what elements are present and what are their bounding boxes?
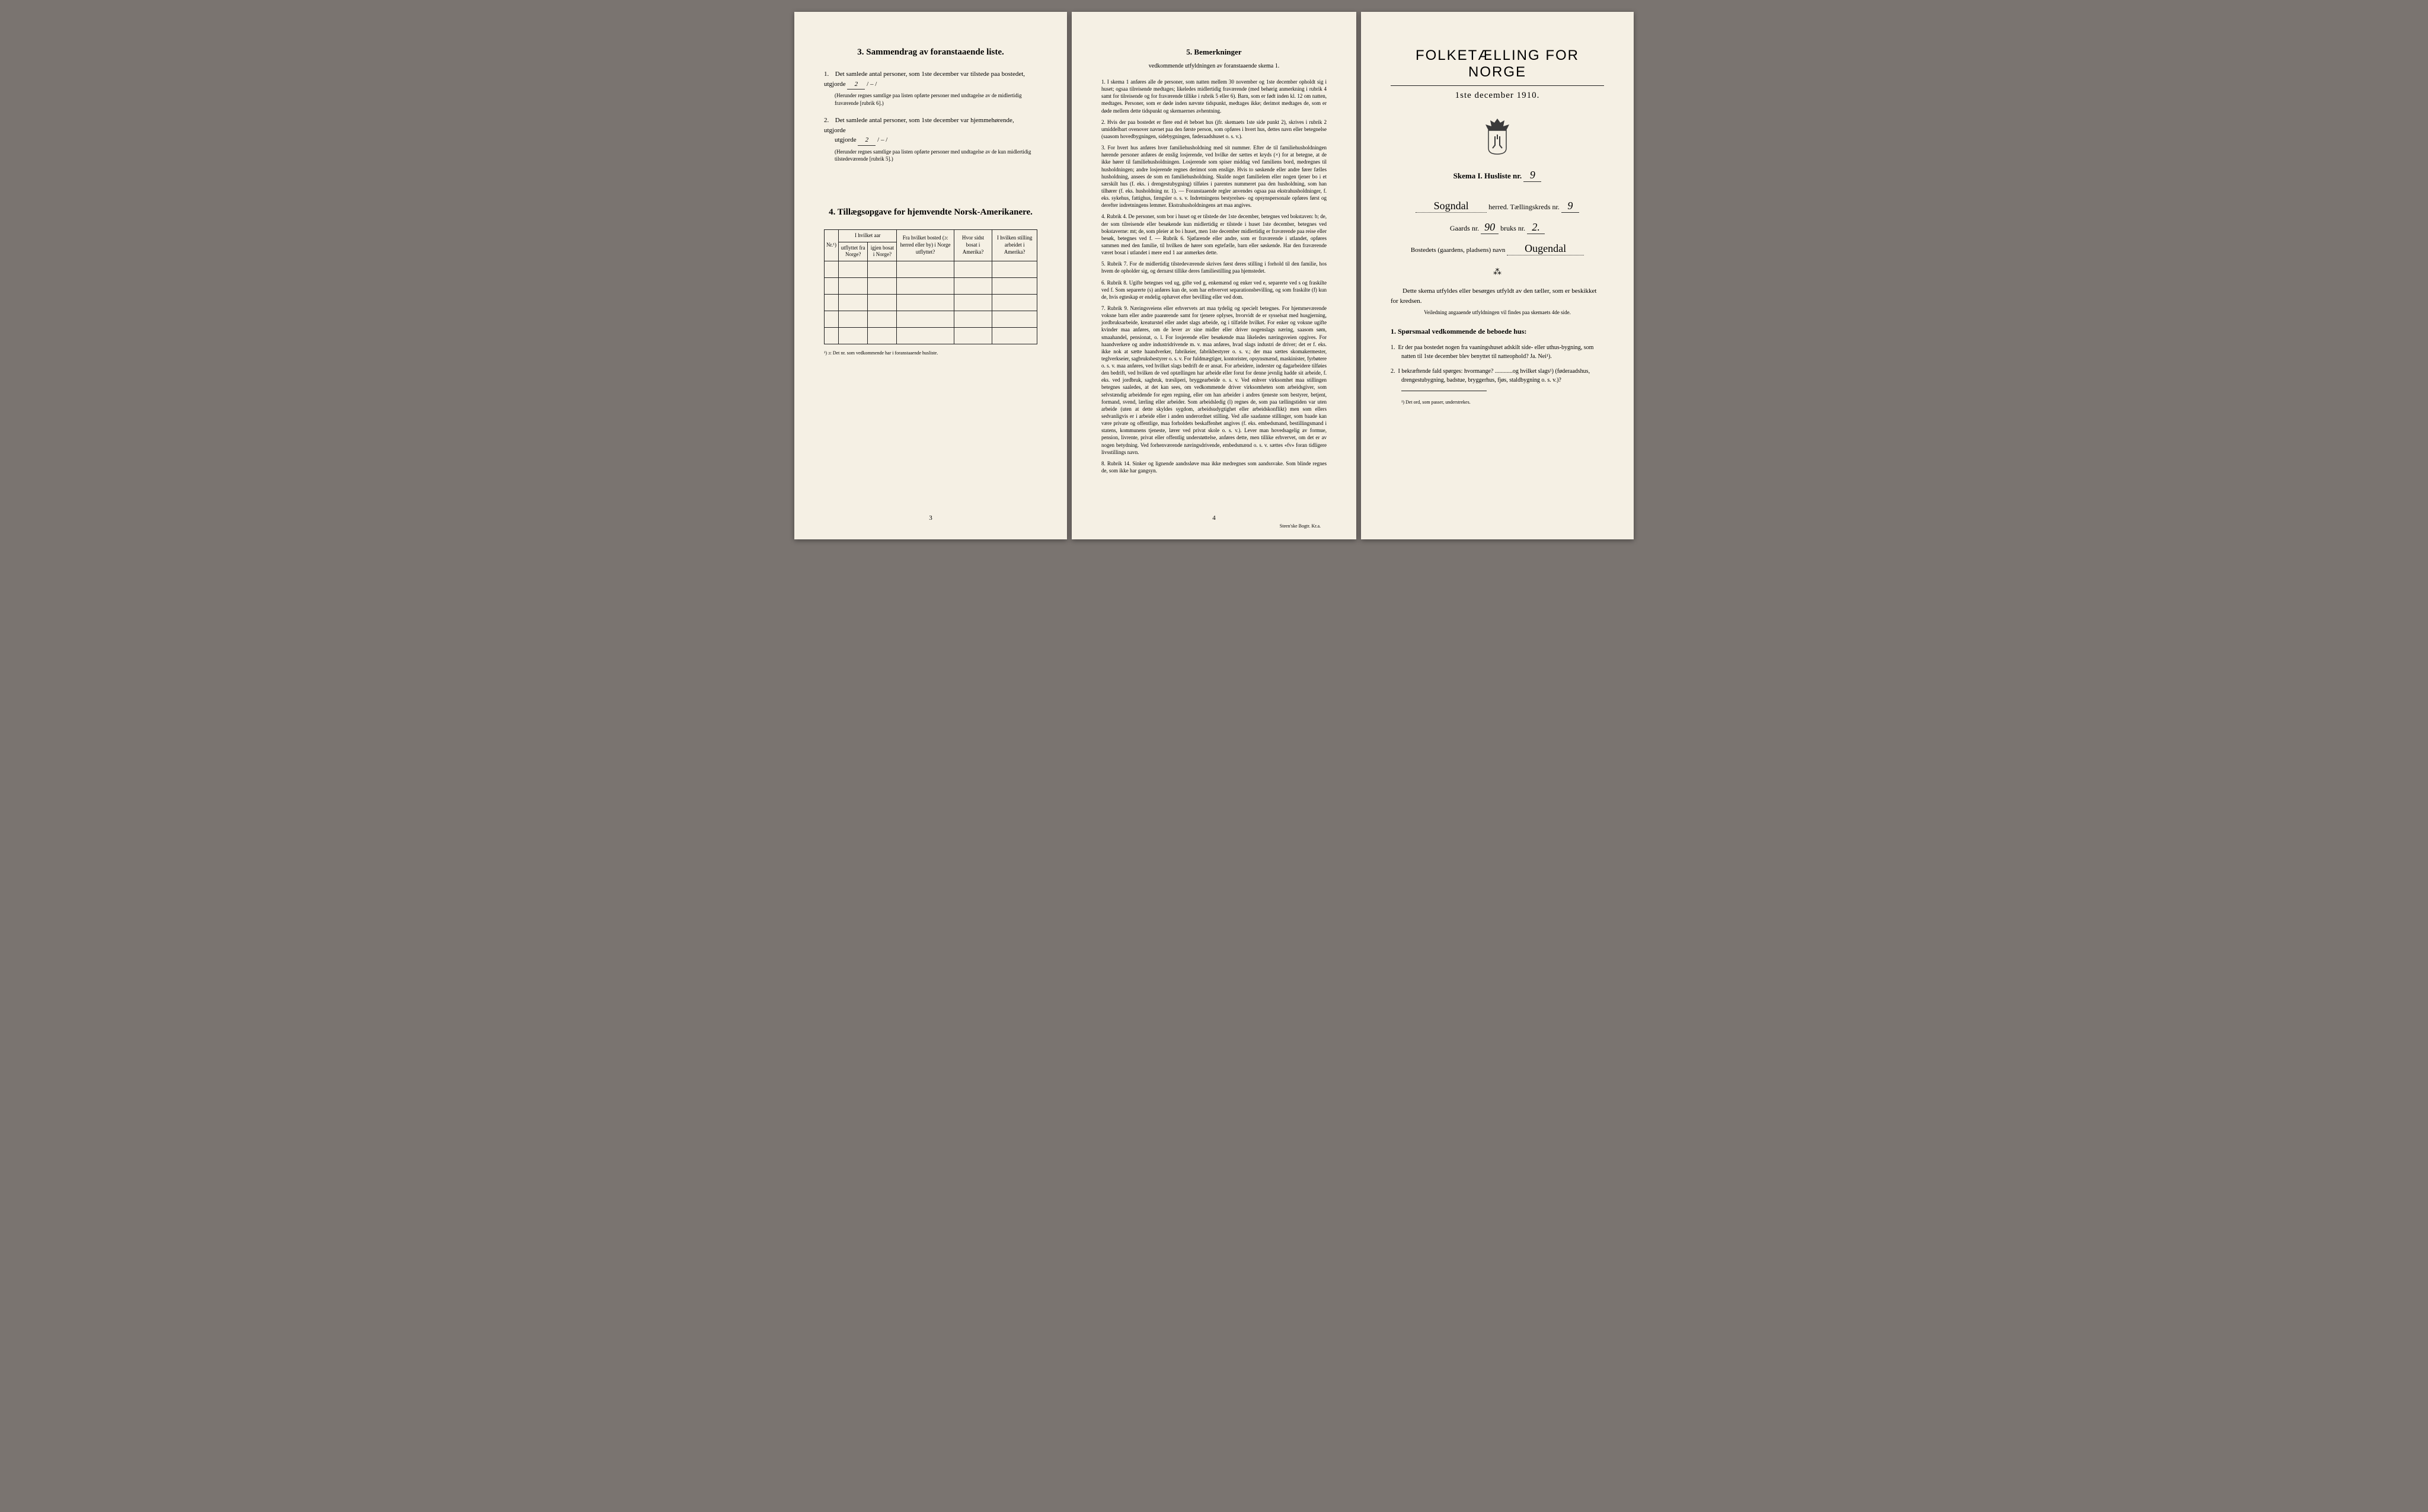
herred-line: Sogndal herred. Tællingskreds nr. 9	[1391, 200, 1604, 213]
printer-mark: Steen'ske Bogtr. Kr.a.	[1280, 523, 1321, 529]
right-footnote: ¹) Det ord, som passer, understrekes.	[1401, 399, 1604, 405]
table-row	[825, 277, 1037, 294]
item2-text: Det samlede antal personer, som 1ste dec…	[824, 117, 1014, 134]
col-stilling: I hvilken stilling arbeidet i Amerika?	[992, 229, 1037, 261]
sporsmaal-title: 1. Spørsmaal vedkommende de beboede hus:	[1391, 327, 1526, 335]
bemark-item: 6. Rubrik 8. Ugifte betegnes ved ug, gif…	[1101, 279, 1327, 301]
page-left: 3. Sammendrag av foranstaaende liste. 1.…	[794, 12, 1067, 539]
item-1: 1. Det samlede antal personer, som 1ste …	[824, 69, 1037, 107]
main-title: FOLKETÆLLING FOR NORGE	[1391, 47, 1604, 81]
item-num: 1.	[824, 69, 833, 79]
herred-label: herred. Tællingskreds nr.	[1488, 203, 1560, 211]
table-row	[825, 294, 1037, 311]
intro-sub: Veiledning angaaende utfyldningen vil fi…	[1391, 309, 1604, 315]
q2-text: I bekræftende fald spørges: hvormange? .…	[1398, 368, 1590, 383]
bemark-list: 1. I skema 1 anføres alle de personer, s…	[1101, 78, 1327, 474]
item-num: 2.	[824, 116, 833, 126]
page-number-4: 4	[1212, 514, 1216, 522]
col-sidst: Hvor sidst bosat i Amerika?	[954, 229, 992, 261]
bemark-item: 7. Rubrik 9. Næringsveiens eller erhverv…	[1101, 305, 1327, 456]
kreds-value: 9	[1561, 200, 1579, 213]
col-igjen: igjen bosat i Norge?	[868, 242, 897, 261]
col-bosted: Fra hvilket bosted (ɔ: herred eller by) …	[897, 229, 954, 261]
question-1: 1. Er der paa bostedet nogen fra vaaning…	[1401, 343, 1604, 361]
page-number-3: 3	[929, 514, 932, 522]
bemark-subtitle: vedkommende utfyldningen av foranstaaend…	[1101, 63, 1327, 69]
bostedet-label: Bostedets (gaardens, pladsens) navn	[1411, 247, 1505, 254]
skema-label: Skema I. Husliste nr.	[1453, 171, 1522, 180]
utgjorde-label: utgjorde	[835, 136, 857, 143]
gaards-line: Gaards nr. 90 bruks nr. 2.	[1391, 221, 1604, 234]
crown-crest-icon	[1480, 116, 1515, 157]
table-row	[825, 311, 1037, 327]
item-2: 2. Det samlede antal personer, som 1ste …	[824, 116, 1037, 163]
section4-title: 4. Tillægsopgave for hjemvendte Norsk-Am…	[824, 207, 1037, 218]
bostedet-value: Ougendal	[1507, 242, 1584, 255]
herred-name: Sogndal	[1416, 200, 1487, 213]
section3-title: 3. Sammendrag av foranstaaende liste.	[824, 47, 1037, 57]
gaards-label: Gaards nr.	[1450, 224, 1479, 232]
q1-text: Er der paa bostedet nogen fra vaaningshu…	[1398, 344, 1594, 360]
item1-sep: / – /	[867, 81, 877, 88]
date-title: 1ste december 1910.	[1391, 91, 1604, 101]
table-row	[825, 261, 1037, 277]
bemark-item: 1. I skema 1 anføres alle de personer, s…	[1101, 78, 1327, 114]
sporsmaal-head: 1. Spørsmaal vedkommende de beboede hus:	[1391, 327, 1604, 336]
bostedet-line: Bostedets (gaardens, pladsens) navn Ouge…	[1391, 242, 1604, 255]
tillaeg-table: Nr.¹) I hvilket aar Fra hvilket bosted (…	[824, 229, 1037, 344]
section4-footnote: ¹) ɔ: Det nr. som vedkommende har i fora…	[824, 350, 1037, 356]
skema-line: Skema I. Husliste nr. 9	[1391, 169, 1604, 182]
item2-value: 2	[858, 135, 876, 146]
ornament-icon: ⁂	[1391, 267, 1604, 277]
bemark-item: 5. Rubrik 7. For de midlertidig tilstede…	[1101, 260, 1327, 274]
husliste-value: 9	[1523, 169, 1541, 182]
item1-note: (Herunder regnes samtlige paa listen opf…	[835, 92, 1037, 107]
col-aar-head: I hvilket aar	[838, 229, 897, 242]
bemark-title: 5. Bemerkninger	[1101, 47, 1327, 57]
intro-text: Dette skema utfyldes eller besørges utfy…	[1391, 286, 1604, 306]
col-nr: Nr.¹)	[825, 229, 839, 261]
bemark-item: 3. For hvert hus anføres hver familiehus…	[1101, 144, 1327, 209]
bemark-item: 4. Rubrik 4. De personer, som bor i huse…	[1101, 213, 1327, 256]
gaards-value: 90	[1481, 221, 1499, 234]
page-middle: 5. Bemerkninger vedkommende utfyldningen…	[1072, 12, 1356, 539]
item1-value: 2	[847, 79, 865, 90]
table-row	[825, 327, 1037, 344]
bruks-label: bruks nr.	[1500, 224, 1525, 232]
bemark-item: 2. Hvis der paa bostedet er flere end ét…	[1101, 119, 1327, 140]
bemark-item: 8. Rubrik 14. Sinker og lignende aandssl…	[1101, 460, 1327, 474]
item2-sep: / – /	[877, 136, 887, 143]
page-right: FOLKETÆLLING FOR NORGE 1ste december 191…	[1361, 12, 1634, 539]
col-utflyttet: utflyttet fra Norge?	[838, 242, 867, 261]
title-rule	[1391, 85, 1604, 86]
bruks-value: 2.	[1527, 221, 1545, 234]
item2-note: (Herunder regnes samtlige paa listen opf…	[835, 148, 1037, 163]
question-2: 2. I bekræftende fald spørges: hvormange…	[1401, 367, 1604, 385]
